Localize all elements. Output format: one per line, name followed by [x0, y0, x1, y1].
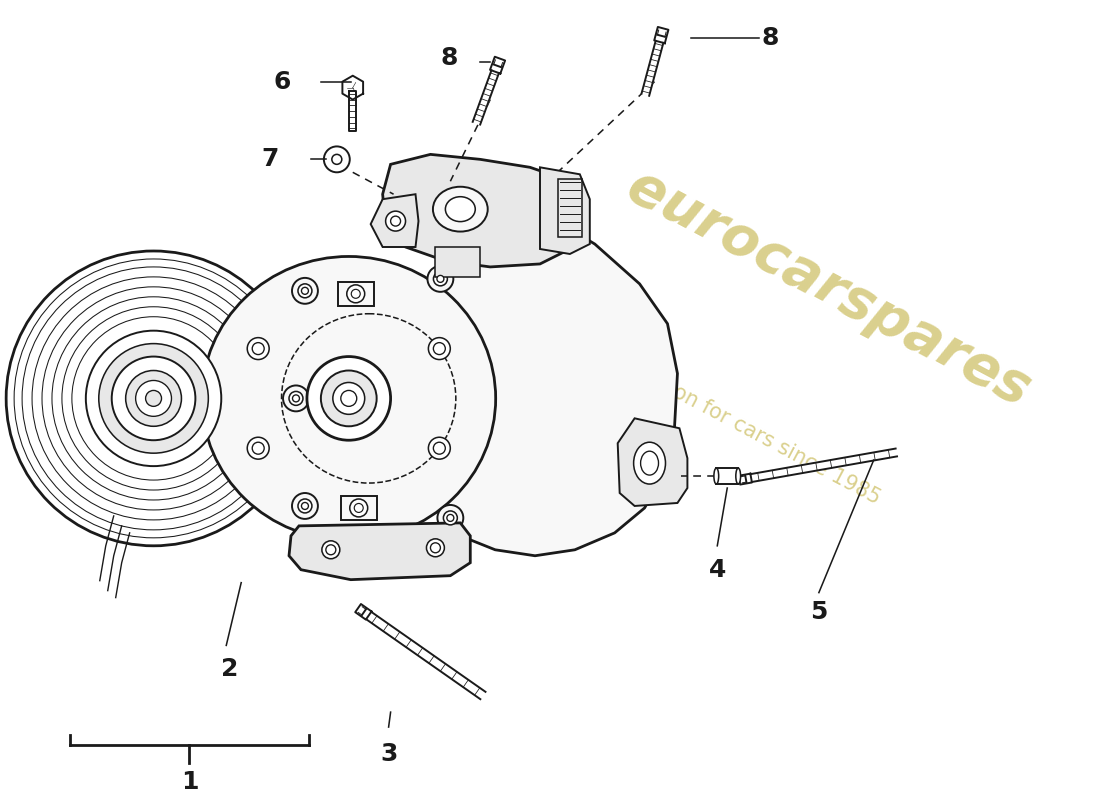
Ellipse shape: [202, 257, 496, 540]
Circle shape: [430, 543, 440, 553]
Circle shape: [292, 278, 318, 304]
Circle shape: [307, 357, 390, 440]
Circle shape: [351, 290, 360, 298]
Text: 5: 5: [811, 599, 827, 623]
Polygon shape: [366, 612, 485, 699]
Circle shape: [145, 390, 162, 406]
Circle shape: [7, 251, 301, 546]
Circle shape: [428, 438, 450, 459]
Circle shape: [428, 266, 453, 292]
Circle shape: [289, 391, 302, 406]
Polygon shape: [750, 449, 896, 482]
Circle shape: [99, 344, 208, 453]
Text: 6: 6: [274, 70, 292, 94]
Circle shape: [433, 272, 448, 286]
Circle shape: [390, 216, 400, 226]
Text: eurocarspares: eurocarspares: [618, 160, 1040, 418]
Circle shape: [447, 514, 454, 522]
Polygon shape: [618, 418, 688, 506]
Polygon shape: [342, 76, 363, 99]
Circle shape: [427, 539, 444, 557]
Polygon shape: [371, 194, 418, 247]
Polygon shape: [654, 27, 669, 43]
Ellipse shape: [714, 468, 718, 484]
Text: a passion for cars since 1985: a passion for cars since 1985: [605, 348, 883, 509]
Circle shape: [326, 545, 336, 554]
Text: 8: 8: [441, 46, 459, 70]
Circle shape: [298, 499, 312, 513]
Polygon shape: [540, 167, 590, 254]
Circle shape: [437, 275, 444, 282]
Polygon shape: [289, 523, 471, 580]
Text: 7: 7: [262, 147, 279, 171]
Circle shape: [112, 357, 196, 440]
Circle shape: [428, 338, 450, 359]
Text: 2: 2: [221, 658, 238, 682]
Circle shape: [301, 502, 308, 510]
Circle shape: [350, 499, 367, 517]
Ellipse shape: [433, 186, 487, 231]
Circle shape: [433, 442, 446, 454]
Polygon shape: [738, 474, 752, 485]
Ellipse shape: [634, 442, 665, 484]
Circle shape: [322, 541, 340, 558]
Polygon shape: [355, 604, 372, 619]
Polygon shape: [641, 41, 663, 96]
Polygon shape: [439, 199, 678, 556]
Polygon shape: [490, 57, 505, 74]
Circle shape: [135, 381, 172, 416]
Circle shape: [301, 287, 308, 294]
Circle shape: [252, 442, 264, 454]
Circle shape: [283, 386, 309, 411]
Circle shape: [438, 505, 463, 531]
Bar: [716, 468, 738, 484]
Circle shape: [386, 211, 406, 231]
Circle shape: [443, 511, 458, 525]
Bar: [558, 179, 582, 237]
Circle shape: [333, 382, 365, 414]
Circle shape: [248, 338, 270, 359]
Text: 8: 8: [761, 26, 779, 50]
Circle shape: [86, 330, 221, 466]
Ellipse shape: [736, 468, 740, 484]
Circle shape: [293, 395, 299, 402]
Text: 1: 1: [180, 770, 198, 794]
Ellipse shape: [640, 451, 659, 475]
Circle shape: [298, 284, 312, 298]
Ellipse shape: [446, 197, 475, 222]
Circle shape: [332, 154, 342, 164]
Bar: [436, 247, 481, 277]
Circle shape: [354, 503, 363, 513]
Circle shape: [125, 370, 182, 426]
Polygon shape: [350, 91, 356, 131]
Text: 4: 4: [708, 558, 726, 582]
Polygon shape: [473, 70, 499, 125]
Circle shape: [341, 390, 356, 406]
Circle shape: [346, 285, 365, 302]
Circle shape: [248, 438, 270, 459]
Bar: [338, 282, 374, 306]
Polygon shape: [383, 154, 575, 267]
Circle shape: [321, 370, 376, 426]
Circle shape: [433, 342, 446, 354]
Bar: [341, 496, 376, 520]
Text: 3: 3: [379, 742, 397, 766]
Circle shape: [292, 493, 318, 519]
Circle shape: [323, 146, 350, 172]
Circle shape: [252, 342, 264, 354]
